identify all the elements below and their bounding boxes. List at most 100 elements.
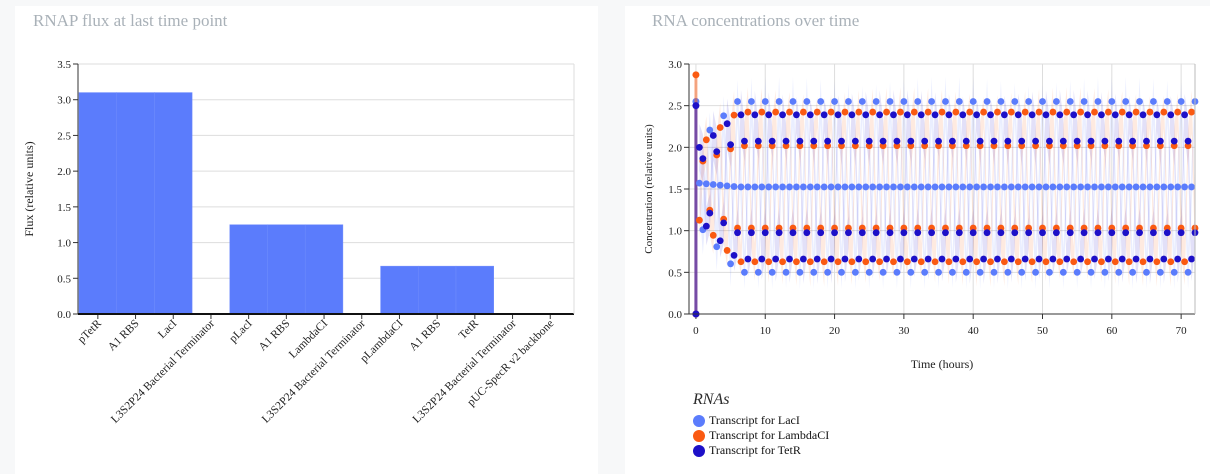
series-point [1167, 183, 1175, 191]
y-tick-label: 0.0 [668, 309, 682, 321]
series-point [817, 98, 825, 105]
legend-item: Transcript for LambdaCI [693, 428, 829, 443]
series-point [952, 108, 960, 116]
series-point [1160, 108, 1168, 116]
series-point [768, 137, 776, 145]
series-point [1132, 183, 1140, 191]
series-point [751, 258, 759, 266]
series-point [886, 98, 894, 105]
series-point [879, 268, 887, 276]
series-point [865, 137, 873, 145]
series-point [765, 111, 773, 119]
series-point [1025, 229, 1033, 237]
series-point [1073, 268, 1081, 276]
series-point [695, 216, 703, 224]
series-point [858, 229, 866, 237]
series-point [897, 183, 904, 191]
series-point [1118, 108, 1126, 116]
series-point [1021, 108, 1029, 116]
series-point [921, 137, 929, 145]
series-point [1077, 255, 1085, 263]
series-point [1042, 183, 1050, 191]
series-point [966, 108, 974, 116]
series-point [820, 258, 828, 266]
series-point [702, 180, 710, 188]
series-point [1004, 268, 1012, 276]
series-point [1122, 229, 1130, 237]
series-point [914, 229, 922, 237]
y-tick-label: 2.0 [668, 142, 682, 154]
series-point [872, 229, 880, 237]
series-point [758, 108, 766, 116]
series-point [983, 229, 991, 237]
series-point [1028, 258, 1036, 266]
series-point [997, 229, 1005, 237]
series-point [834, 183, 842, 191]
flux-bar [116, 92, 155, 315]
series-point [945, 111, 953, 119]
series-point [716, 124, 724, 131]
series-point [1143, 268, 1150, 276]
series-point [817, 229, 825, 237]
y-tick-label: 3.0 [57, 95, 71, 107]
series-point [744, 255, 752, 263]
series-point [775, 98, 783, 105]
y-tick-label: 1.5 [668, 184, 682, 196]
series-point [834, 258, 842, 266]
series-point [976, 137, 984, 145]
series-point [994, 183, 1001, 191]
series-point [1108, 229, 1116, 237]
series-point [1170, 137, 1178, 145]
series-point [869, 255, 877, 263]
y-tick-label: 3.5 [57, 59, 71, 71]
series-point [1091, 255, 1098, 263]
series-point [1146, 108, 1154, 116]
series-point [720, 219, 728, 227]
series-point [1132, 108, 1140, 116]
series-point [928, 229, 936, 237]
series-point [1146, 183, 1154, 191]
series-point [966, 255, 974, 263]
x-tick-label: 60 [1106, 325, 1118, 337]
series-point [1188, 183, 1195, 191]
series-point [730, 183, 738, 190]
x-tick-label: LacI [156, 318, 179, 341]
series-point [1011, 229, 1019, 237]
series-point [845, 98, 852, 105]
series-point [1143, 137, 1150, 145]
series-point [903, 183, 911, 191]
series-point [806, 183, 814, 191]
series-point [876, 111, 884, 119]
series-point [1181, 258, 1189, 266]
series-point [980, 183, 987, 191]
series-point [803, 98, 811, 105]
series-point [706, 126, 714, 134]
series-point [1153, 183, 1161, 191]
series-point [744, 108, 752, 116]
series-point [980, 255, 987, 263]
series-point [872, 98, 880, 105]
series-point [786, 108, 793, 116]
series-point [969, 98, 977, 105]
series-point [768, 268, 776, 276]
series-point [980, 108, 987, 116]
x-tick-label: 30 [898, 325, 910, 337]
legend: RNAs Transcript for LacI Transcript for L… [693, 391, 829, 458]
series-point [1094, 229, 1102, 237]
series-point [838, 268, 845, 276]
flux-bar [154, 92, 193, 315]
series-point [1049, 108, 1057, 116]
y-tick-label: 3.0 [668, 59, 682, 71]
series-point [1115, 137, 1123, 145]
y-tick-label: 0.0 [57, 309, 71, 321]
series-point [737, 258, 745, 266]
series-point [803, 229, 811, 237]
series-point [1035, 108, 1043, 116]
series-point [751, 111, 759, 119]
series-point [1125, 111, 1133, 119]
series-point [1018, 268, 1026, 276]
x-tick-label: 10 [760, 325, 772, 337]
series-point [765, 183, 773, 191]
series-point [754, 268, 762, 276]
